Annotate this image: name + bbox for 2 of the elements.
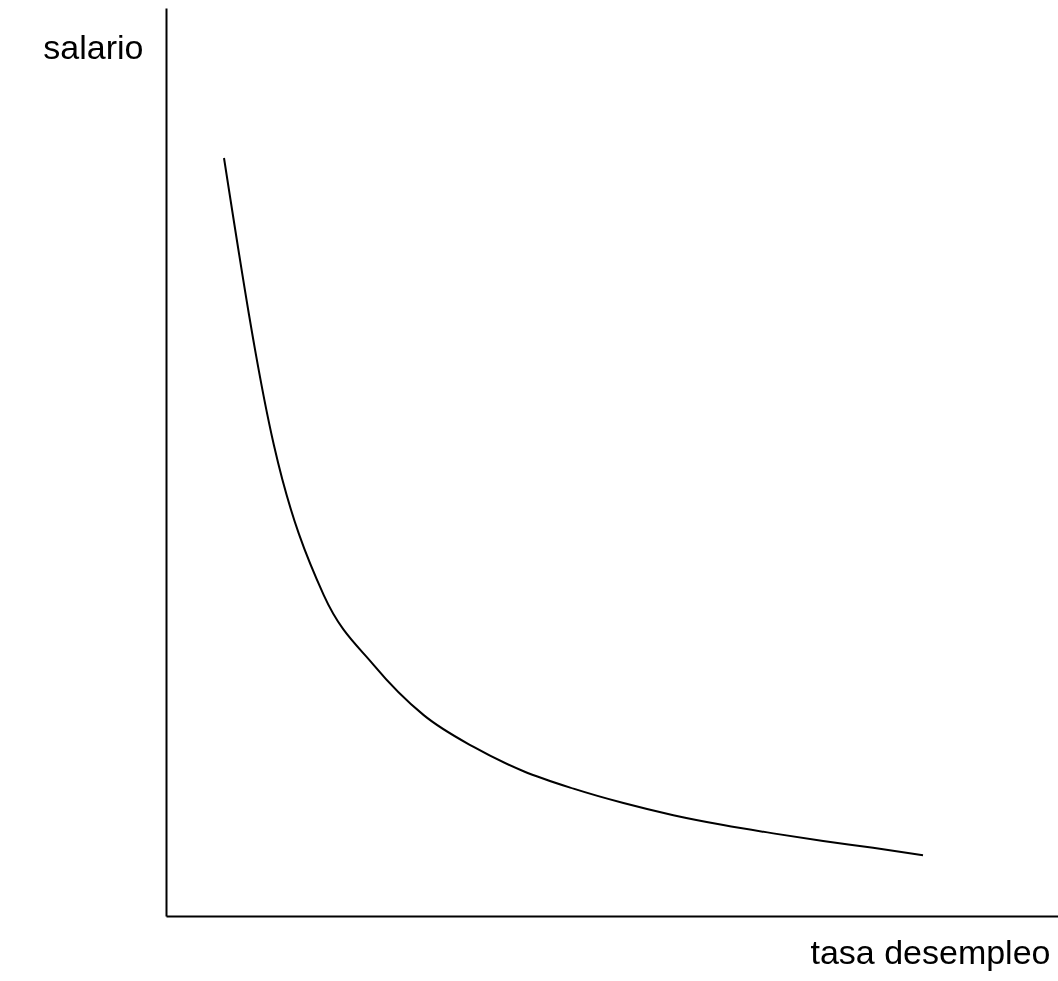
y-axis-title: salario [43, 27, 144, 66]
x-axis-title: tasa desempleo [810, 932, 1051, 971]
